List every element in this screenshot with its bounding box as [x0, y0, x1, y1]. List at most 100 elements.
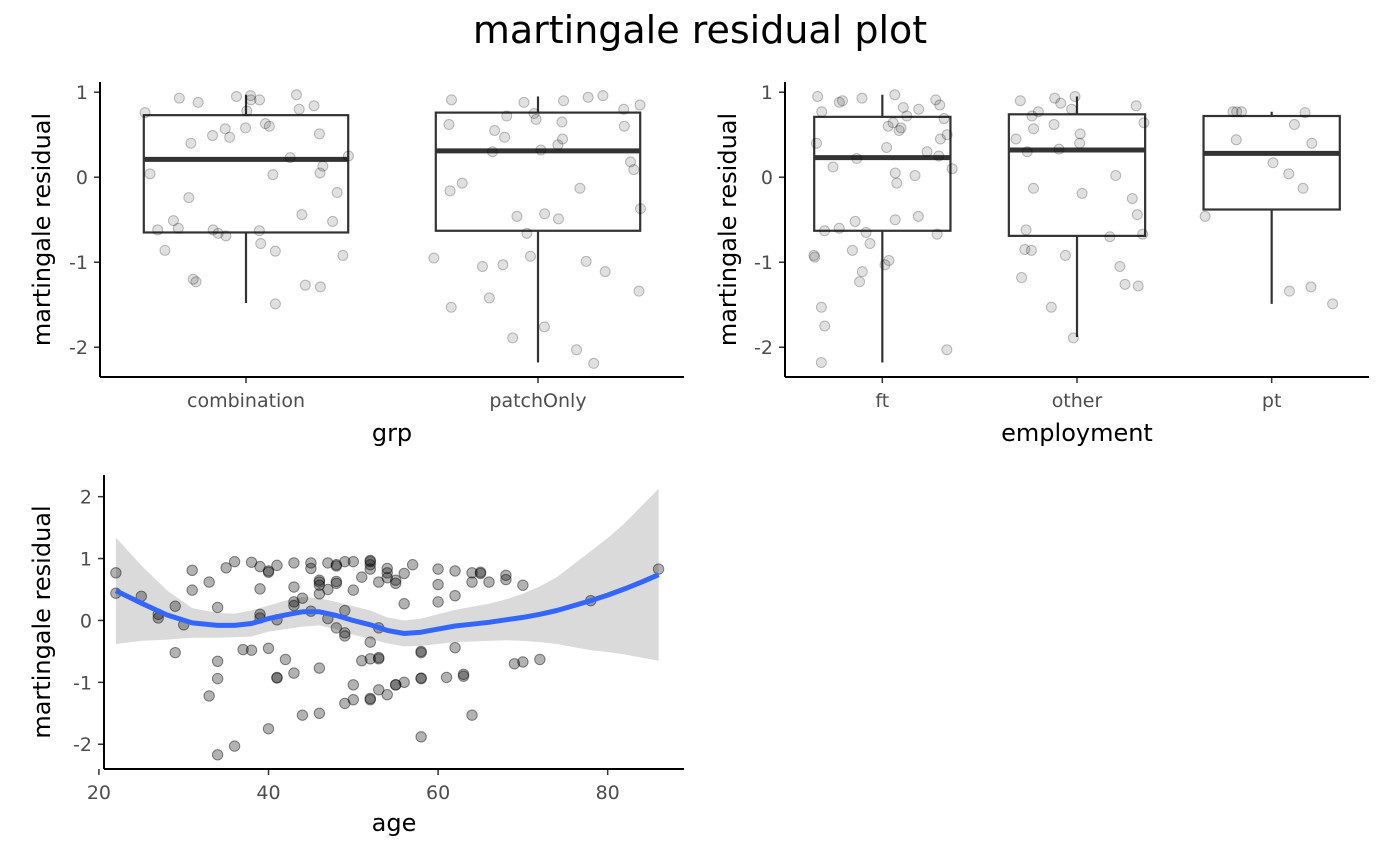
data-point — [313, 707, 326, 719]
data-point — [330, 575, 343, 588]
box-other — [1007, 96, 1147, 338]
y-tick-label: -1 — [69, 252, 88, 274]
data-point — [187, 273, 199, 285]
panel-grp: combination patchOnly 1 0 -1 -2 grp martingale … — [28, 82, 684, 447]
data-point — [322, 583, 334, 596]
data-point — [337, 249, 349, 261]
data-point — [253, 225, 265, 237]
data-point — [517, 656, 529, 668]
data-point — [330, 559, 343, 571]
data-point — [1028, 182, 1040, 194]
y-tick-label: 1 — [76, 82, 88, 104]
data-point — [534, 653, 546, 666]
data-point — [245, 90, 257, 102]
page-title: martingale residual plot — [472, 8, 928, 52]
data-point — [228, 740, 241, 752]
data-point — [373, 651, 385, 664]
data-point — [599, 266, 611, 278]
y-tick-label: -1 — [754, 252, 773, 274]
data-point — [528, 107, 540, 119]
x-axis-title: employment — [1001, 419, 1153, 447]
data-point — [271, 672, 283, 684]
data-point — [219, 123, 231, 135]
data-point — [1288, 119, 1300, 131]
data-point — [508, 658, 521, 670]
data-point — [552, 139, 564, 151]
data-point — [293, 103, 305, 115]
data-point — [224, 131, 236, 143]
data-point — [339, 697, 351, 710]
data-point — [262, 723, 275, 735]
data-point — [327, 215, 339, 227]
data-point — [1032, 106, 1044, 118]
data-point — [269, 298, 281, 310]
data-point — [1048, 119, 1060, 131]
data-point — [1025, 244, 1037, 256]
data-point — [558, 95, 570, 107]
x-tick-label: pt — [1262, 390, 1282, 412]
data-point — [1126, 192, 1138, 204]
data-point — [864, 238, 876, 250]
data-point — [254, 94, 266, 106]
data-point — [489, 124, 501, 136]
data-point — [220, 562, 232, 574]
data-point — [1132, 280, 1144, 292]
data-point — [819, 225, 831, 237]
data-point — [856, 266, 868, 278]
data-point — [330, 560, 343, 572]
data-point — [432, 578, 444, 591]
data-point — [449, 565, 461, 577]
data-point — [518, 96, 530, 108]
data-point — [167, 215, 179, 227]
y-axis-title: martingale residual — [714, 113, 742, 346]
data-point — [398, 567, 410, 580]
box-iqr — [434, 111, 642, 232]
data-point — [486, 146, 498, 158]
data-point — [228, 555, 241, 568]
data-point — [347, 584, 359, 596]
data-point — [1230, 134, 1242, 146]
data-point — [530, 113, 542, 125]
data-point — [909, 170, 921, 182]
y-tick-label: -2 — [754, 337, 773, 359]
data-point — [815, 301, 827, 313]
data-point — [1059, 249, 1071, 261]
data-point — [415, 646, 427, 659]
data-point — [1020, 224, 1032, 236]
data-point — [314, 281, 326, 293]
data-point — [652, 563, 665, 575]
data-point — [139, 107, 151, 119]
data-point — [364, 693, 376, 706]
data-point — [634, 99, 646, 111]
data-point — [1131, 209, 1143, 221]
data-point — [1227, 106, 1239, 118]
data-point — [267, 169, 279, 181]
data-point — [457, 668, 470, 681]
data-point — [1074, 137, 1086, 149]
data-point — [517, 579, 529, 591]
data-point — [389, 577, 402, 590]
data-point — [808, 249, 820, 261]
y-tick-label: 0 — [761, 167, 773, 189]
data-point — [211, 601, 224, 614]
data-point — [1053, 143, 1065, 155]
data-point — [299, 279, 311, 291]
data-point — [186, 584, 198, 596]
y-tick-label: 2 — [80, 487, 92, 509]
data-point — [237, 643, 249, 656]
box-ft — [813, 94, 952, 363]
data-point — [172, 222, 184, 234]
data-point — [381, 572, 393, 584]
data-point — [432, 563, 444, 575]
data-point — [144, 168, 156, 180]
data-point — [1305, 281, 1317, 293]
data-point — [946, 163, 958, 175]
data-point — [322, 557, 334, 569]
x-axis-title: grp — [372, 419, 412, 447]
data-point — [524, 250, 536, 262]
data-point — [1069, 90, 1081, 102]
data-point — [313, 576, 326, 588]
data-point — [288, 581, 300, 593]
y-tick-label: 1 — [80, 549, 92, 571]
